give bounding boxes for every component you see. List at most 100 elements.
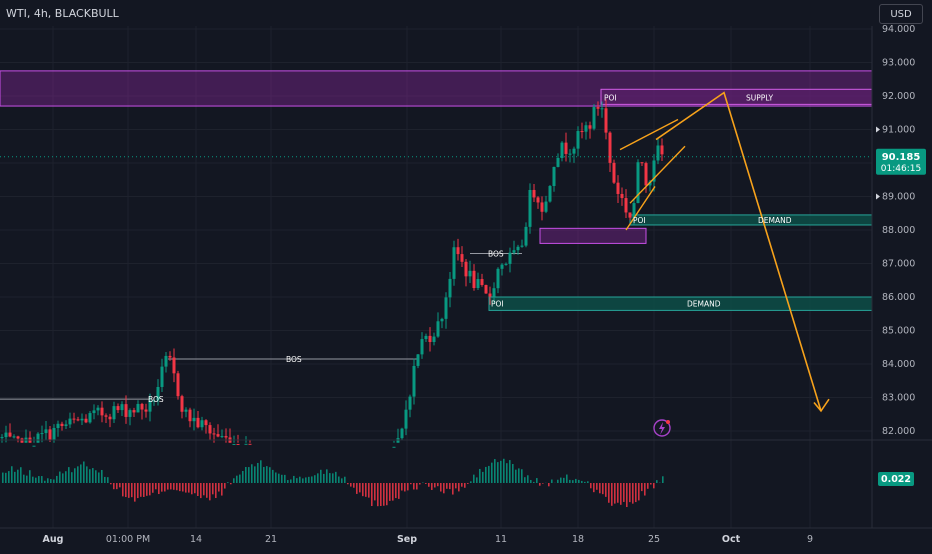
histogram-bar (365, 483, 367, 497)
candle-body (601, 108, 604, 109)
histogram-bar (167, 483, 169, 490)
histogram-bar (428, 483, 430, 487)
histogram-bar (443, 483, 445, 493)
histogram-bar (542, 483, 544, 484)
candle-body (165, 356, 168, 367)
histogram-bar (386, 483, 388, 505)
histogram-bar (530, 480, 532, 483)
histogram-bar (590, 483, 592, 488)
histogram-bar (257, 463, 259, 483)
histogram-bar (113, 483, 115, 489)
time-tick-label: 14 (190, 534, 202, 545)
histogram-bar (404, 483, 406, 491)
currency-button[interactable]: USD (879, 4, 923, 24)
histogram-bar (299, 477, 301, 483)
histogram-bar (188, 483, 190, 493)
bos-lines (0, 253, 522, 399)
time-tick-label: 11 (495, 534, 507, 545)
histogram-bar (65, 471, 67, 483)
histogram-bar (539, 483, 541, 486)
histogram-bar (158, 483, 160, 494)
lightning-icon-glyph (659, 422, 665, 435)
histogram-bar (119, 483, 121, 487)
candle-body (113, 406, 116, 419)
histogram-bar (284, 475, 286, 483)
histogram-bar (104, 477, 106, 483)
time-tick-label: Sep (397, 534, 417, 545)
demand-label-upper: DEMAND (758, 216, 792, 225)
price-tick-label: 93.000 (882, 58, 915, 69)
histogram-bar (191, 483, 193, 494)
histogram-bar (125, 483, 127, 497)
histogram-bar (71, 472, 73, 483)
histogram-bar (260, 460, 262, 483)
poi-label-low: POI (491, 300, 504, 309)
histogram-bar (548, 483, 550, 486)
candle-body (225, 436, 228, 437)
time-tick-label: 9 (807, 534, 813, 545)
oscillator-value: 0.022 (881, 474, 911, 485)
histogram-bar (515, 470, 517, 483)
histogram-bar (341, 478, 343, 483)
histogram-bar (47, 478, 49, 483)
price-tick-label: 86.000 (882, 292, 915, 303)
histogram-bar (521, 469, 523, 483)
poi-label-top: POI (604, 94, 617, 103)
demand-zone-lower (489, 297, 872, 310)
histogram-bar (98, 472, 100, 483)
candle-body (529, 190, 532, 227)
candle-body (469, 271, 472, 277)
candle-body (513, 250, 516, 253)
histogram-bar (263, 467, 265, 483)
candle-body (81, 419, 84, 421)
histogram-bar (656, 480, 658, 483)
poi-label-mid: POI (633, 216, 646, 225)
candle-body (209, 425, 212, 433)
histogram-bar (242, 471, 244, 483)
candle-body (189, 410, 192, 422)
histogram-bar (149, 483, 151, 495)
histogram-bar (59, 472, 61, 483)
candle-body (537, 197, 540, 202)
histogram-bar (296, 478, 298, 483)
histogram-bar (599, 483, 601, 493)
histogram-bar (239, 475, 241, 483)
candle-body (449, 279, 452, 297)
histogram-bar (122, 483, 124, 496)
histogram-bar (236, 476, 238, 483)
candle-body (409, 397, 412, 410)
histogram-bar (347, 483, 349, 484)
zones (0, 71, 872, 311)
histogram-bar (410, 483, 412, 484)
histogram-bar (602, 483, 604, 494)
candle-body (589, 125, 592, 128)
histogram-bar (38, 476, 40, 483)
histogram-bar (173, 483, 175, 490)
candle-body (497, 269, 500, 288)
histogram-bar (152, 483, 154, 493)
candle-body (585, 125, 588, 131)
candle-body (237, 444, 240, 445)
candle-body (85, 419, 88, 423)
candle-body (441, 319, 444, 321)
candle-body (77, 419, 80, 420)
histogram-bar (197, 483, 199, 496)
candle-body (145, 410, 148, 412)
histogram-bar (110, 483, 112, 484)
candle-body (661, 145, 664, 154)
supply-zone-poi (601, 89, 872, 104)
candle-body (437, 321, 440, 336)
axis-marker-icon (876, 127, 880, 133)
histogram-bar (497, 462, 499, 483)
histogram-bar (638, 483, 640, 500)
candle-body (609, 133, 612, 163)
histogram-bar (143, 483, 145, 497)
histogram-bar (524, 477, 526, 483)
countdown-timer: 01:46:15 (881, 164, 921, 174)
candle-body (5, 433, 8, 438)
candle-body (413, 366, 416, 397)
candle-body (249, 444, 252, 445)
histogram-bar (452, 483, 454, 495)
demand-label-lower: DEMAND (687, 300, 721, 309)
